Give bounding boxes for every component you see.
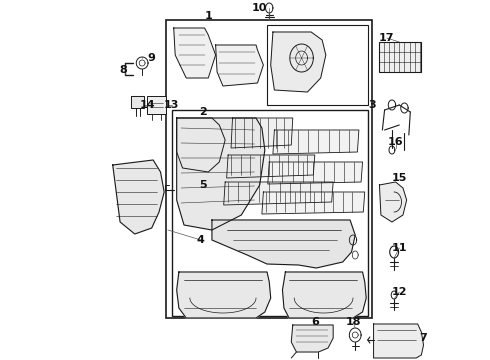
Text: 17: 17 (379, 33, 394, 43)
Polygon shape (224, 182, 333, 205)
Text: 13: 13 (164, 100, 179, 110)
Text: 18: 18 (345, 317, 361, 327)
Polygon shape (212, 220, 355, 268)
Polygon shape (177, 272, 270, 318)
Bar (267, 25, 368, 105)
Text: 14: 14 (140, 100, 155, 110)
Bar (147, 96, 166, 114)
Polygon shape (177, 118, 225, 172)
Bar (172, 110, 368, 316)
Polygon shape (174, 28, 216, 78)
Polygon shape (282, 272, 366, 318)
Polygon shape (216, 45, 263, 86)
Text: 1: 1 (204, 11, 212, 21)
Text: 6: 6 (311, 317, 319, 327)
Text: 2: 2 (199, 107, 207, 117)
Text: 5: 5 (199, 180, 207, 190)
Polygon shape (379, 182, 407, 222)
Text: 4: 4 (197, 235, 205, 245)
Polygon shape (270, 32, 326, 92)
Polygon shape (177, 118, 265, 230)
Polygon shape (268, 162, 363, 184)
Polygon shape (227, 155, 315, 178)
Polygon shape (131, 96, 145, 108)
Text: 7: 7 (419, 333, 427, 343)
Text: 9: 9 (148, 53, 156, 63)
Polygon shape (231, 118, 293, 148)
Polygon shape (291, 325, 333, 352)
Bar (167, 20, 372, 318)
Polygon shape (113, 160, 164, 234)
Polygon shape (373, 324, 423, 358)
Text: 12: 12 (392, 287, 407, 297)
Text: 11: 11 (392, 243, 407, 253)
Text: 16: 16 (388, 137, 403, 147)
Polygon shape (273, 130, 359, 154)
Text: 10: 10 (252, 3, 268, 13)
Text: 15: 15 (392, 173, 407, 183)
Polygon shape (262, 192, 365, 214)
Text: 3: 3 (368, 100, 376, 110)
Bar (379, 42, 421, 72)
Text: 8: 8 (119, 65, 127, 75)
